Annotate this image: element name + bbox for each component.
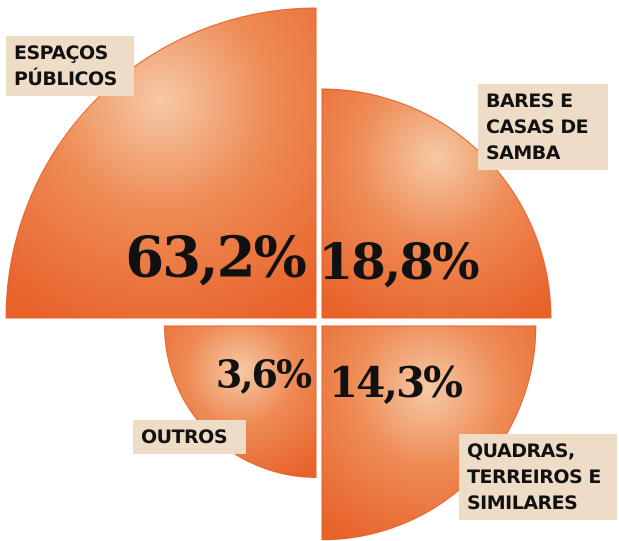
category-label: QUADRAS, TERREIROS E SIMILARES [459, 434, 617, 520]
value-label: 18,8% [318, 232, 479, 291]
value-label: 63,2% [125, 225, 305, 291]
value-label: 14,3% [329, 358, 462, 407]
category-label: BARES E CASAS DE SAMBA [478, 84, 608, 170]
sector [5, 7, 317, 319]
category-label: OUTROS [133, 420, 246, 454]
sector [164, 325, 317, 478]
value-label: 3,6% [216, 352, 312, 397]
category-label: ESPAÇOS PÚBLICOS [6, 36, 134, 96]
